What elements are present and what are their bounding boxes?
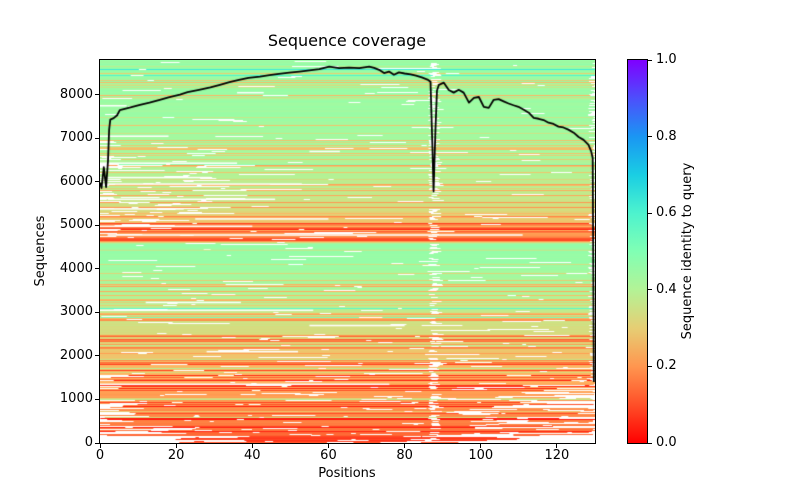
colorbar-tick-label: 1.0 (656, 52, 677, 68)
y-tick-label: 8000 (59, 87, 93, 103)
y-tick-label: 0 (84, 435, 93, 451)
y-tick-mark (95, 137, 99, 139)
x-tick-mark (556, 444, 558, 448)
x-axis-label: Positions (318, 466, 376, 481)
x-tick-label: 120 (544, 448, 570, 463)
x-tick-mark (327, 444, 329, 448)
colorbar-tick-label: 0.8 (656, 128, 677, 144)
y-axis-label: Sequences (33, 215, 49, 287)
y-tick-mark (95, 268, 99, 270)
x-tick-label: 80 (396, 448, 413, 463)
x-tick-mark (175, 444, 177, 448)
y-tick-label: 7000 (59, 130, 93, 146)
plot-area (99, 59, 596, 444)
colorbar-tick-mark (648, 136, 652, 138)
x-tick-label: 0 (95, 448, 105, 463)
colorbar (627, 59, 648, 444)
colorbar-tick-label: 0.2 (656, 358, 677, 374)
y-tick-label: 5000 (59, 217, 93, 233)
y-tick-mark (95, 224, 99, 226)
colorbar-tick-mark (648, 59, 652, 61)
colorbar-tick-mark (648, 442, 652, 444)
y-tick-label: 1000 (59, 391, 93, 407)
x-tick-label: 100 (468, 448, 494, 463)
x-tick-mark (99, 444, 101, 448)
y-tick-mark (95, 94, 99, 96)
y-tick-mark (95, 311, 99, 313)
x-tick-mark (480, 444, 482, 448)
y-tick-mark (95, 398, 99, 400)
colorbar-tick-label: 0.4 (656, 282, 677, 297)
y-tick-label: 6000 (59, 174, 93, 190)
y-tick-label: 3000 (59, 304, 93, 320)
y-tick-label: 4000 (59, 261, 93, 277)
y-tick-label: 2000 (59, 348, 93, 364)
msa-heatmap-canvas (100, 60, 595, 443)
colorbar-label: Sequence identity to query (680, 162, 696, 340)
colorbar-tick-label: 0.0 (656, 435, 677, 451)
chart-title: Sequence coverage (267, 31, 427, 50)
x-tick-label: 20 (167, 448, 185, 463)
x-tick-label: 60 (320, 448, 337, 463)
y-tick-mark (95, 181, 99, 183)
x-tick-label: 40 (244, 448, 261, 463)
x-tick-mark (251, 444, 253, 448)
y-tick-mark (95, 442, 99, 444)
colorbar-tick-mark (648, 365, 652, 367)
colorbar-tick-label: 0.6 (656, 205, 677, 221)
y-tick-mark (95, 355, 99, 357)
colorbar-tick-mark (648, 212, 652, 214)
colorbar-tick-mark (648, 289, 652, 291)
x-tick-mark (404, 444, 406, 448)
